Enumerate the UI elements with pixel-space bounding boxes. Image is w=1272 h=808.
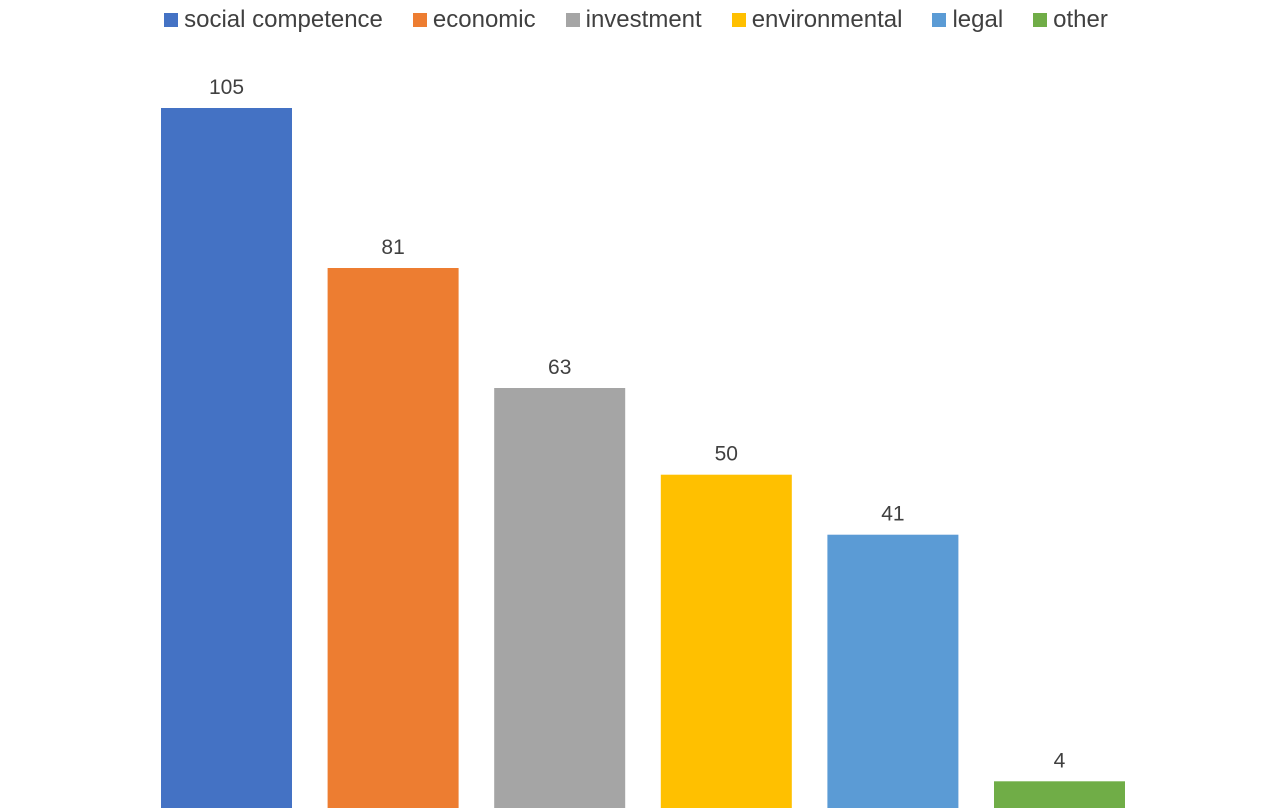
bar-economic [327,268,459,808]
bar-investment [494,388,626,808]
bar-legal [827,534,959,808]
legend-label: investment [585,6,702,33]
legend-label: economic [432,6,536,33]
legend-label: other [1053,6,1108,33]
legend-swatch [1033,13,1048,27]
legend-swatch [565,13,580,27]
bar-social-competence [161,108,292,808]
legend-item: social competence [164,6,383,34]
data-label: 63 [548,356,571,379]
legend-label: environmental [751,6,903,33]
data-label: 4 [1054,749,1066,772]
legend-item: economic [412,6,536,34]
legend-item: other [1033,6,1108,34]
legend-item: investment [565,6,702,34]
legend-swatch [164,13,179,27]
legend-swatch [412,13,427,27]
data-label: 105 [209,76,244,99]
data-label: 41 [881,503,904,526]
legend-swatch [731,13,746,27]
bar-other [994,781,1125,808]
chart-legend: social competence economic investment envir… [0,6,1272,34]
legend-label: social competence [184,6,383,33]
bar-environmental [660,474,792,808]
legend-swatch [932,13,947,27]
data-label: 81 [381,236,404,259]
legend-item: environmental [731,6,903,34]
data-label: 50 [715,443,738,466]
legend-item: legal [932,6,1003,34]
legend-label: legal [952,6,1004,33]
